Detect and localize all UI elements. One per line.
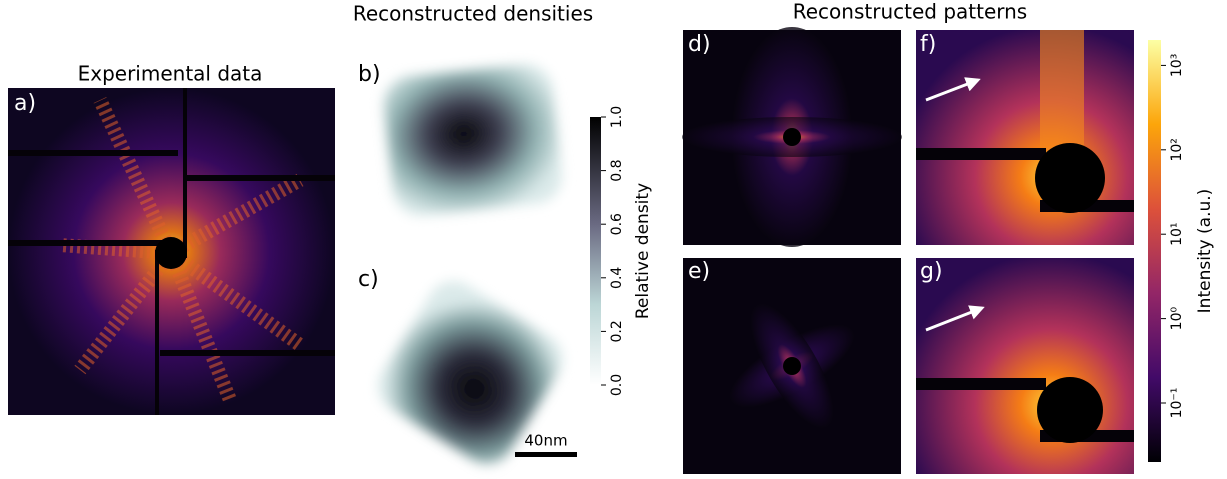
experimental-image [8, 88, 335, 415]
panel-title: Reconstructed patterns [793, 0, 1027, 24]
panel-label: e) [688, 259, 710, 284]
colorbar-tick-label: 10² [1169, 138, 1185, 161]
colorbar-tick-label: 0.2 [609, 320, 625, 342]
panel-label: g) [920, 259, 943, 284]
colorbar-tick-label: 10⁰ [1169, 307, 1185, 331]
density-colorbar [590, 117, 601, 385]
panel-label: b) [358, 62, 381, 87]
panel-label: f) [920, 32, 936, 57]
colorbar-tick-label: 10³ [1169, 54, 1185, 77]
scale-bar [515, 452, 577, 457]
panel-label: c) [358, 267, 379, 292]
colorbar-label: Relative density [633, 183, 653, 319]
colorbar-tick-label: 10¹ [1169, 222, 1185, 245]
colorbar-tick-label: 0.6 [609, 213, 625, 235]
colorbar-tick-label: 0.0 [609, 374, 625, 396]
colorbar-tick-label: 1.0 [609, 106, 625, 128]
colorbar-tick-label: 0.4 [609, 267, 625, 289]
panel-title: Experimental data [78, 62, 263, 86]
colorbar-tick-label: 0.8 [609, 159, 625, 181]
colorbar-label: Intensity (a.u.) [1195, 189, 1215, 314]
pattern-image [682, 27, 1134, 474]
panel-label: d) [688, 32, 711, 57]
colorbar-tick-label: 10⁻¹ [1169, 388, 1185, 419]
scale-bar-label: 40nm [524, 432, 567, 450]
panel-label: a) [14, 91, 36, 116]
density-image [378, 64, 563, 464]
panel-title: Reconstructed densities [353, 2, 593, 26]
intensity-colorbar [1148, 40, 1161, 462]
